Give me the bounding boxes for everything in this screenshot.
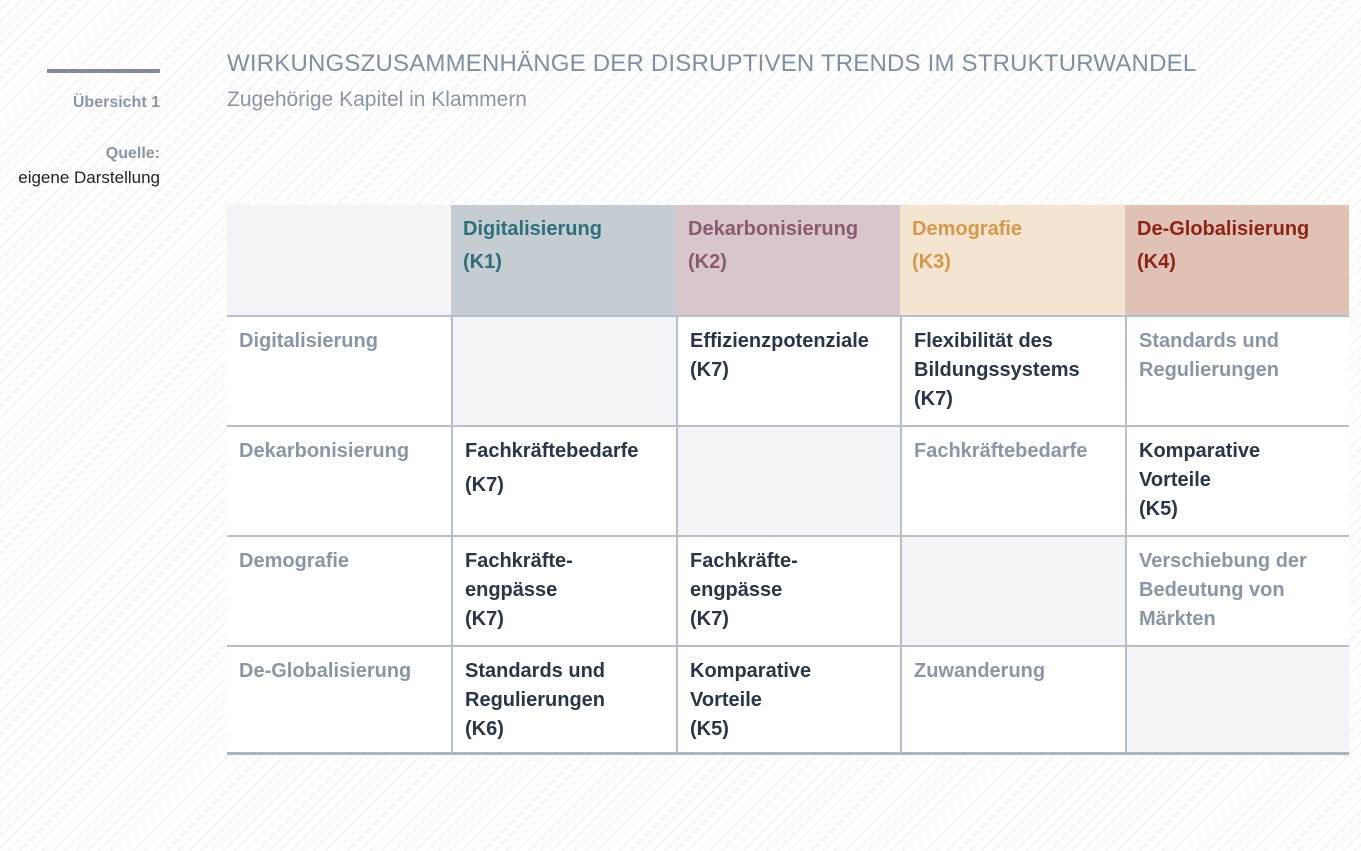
- cell-text: engpässe: [465, 579, 558, 601]
- cell-text: Fachkräftebedarfe: [465, 440, 639, 462]
- column-header-code: (K2): [688, 251, 727, 273]
- matrix-cell: Fachkräftebedarfe (K7): [451, 425, 676, 535]
- cell-text: Verschiebung der: [1139, 550, 1307, 572]
- matrix-cell: Komparative Vorteile (K5): [1125, 425, 1349, 535]
- column-header-label: De-Globalisierung: [1137, 218, 1310, 240]
- source-label: Quelle:: [105, 145, 160, 162]
- source-value: eigene Darstellung: [18, 168, 160, 187]
- cell-text: (K5): [690, 718, 729, 740]
- row-header-digitalisierung: Digitalisierung: [227, 315, 451, 425]
- cell-text: (K7): [690, 608, 729, 630]
- cell-text: Fachkräfte-: [690, 550, 798, 572]
- row-header-demografie: Demografie: [227, 535, 451, 645]
- cell-text: Fachkräfte-: [465, 550, 573, 572]
- overview-label: Übersicht 1: [72, 94, 160, 111]
- cell-text: Zuwanderung: [914, 660, 1046, 682]
- column-header-demografie: Demografie (K3): [900, 205, 1125, 315]
- column-header-code: (K4): [1137, 251, 1176, 273]
- matrix-cell-empty: [676, 425, 900, 535]
- trend-matrix: Digitalisierung (K1) Dekarbonisierung (K…: [227, 205, 1349, 755]
- cell-text: engpässe: [690, 579, 783, 601]
- cell-text: (K5): [1139, 498, 1178, 520]
- column-header-de-globalisierung: De-Globalisierung (K4): [1125, 205, 1349, 315]
- matrix-cell: Fachkräfte- engpässe (K7): [676, 535, 900, 645]
- cell-text: Bildungssystems: [914, 359, 1080, 381]
- matrix-corner: [227, 205, 451, 315]
- cell-text: Vorteile: [690, 689, 762, 711]
- matrix-cell: Effizienzpotenziale (K7): [676, 315, 900, 425]
- cell-text: Vorteile: [1139, 469, 1211, 491]
- column-header-label: Dekarbonisierung: [688, 218, 859, 240]
- matrix-cell-empty: [451, 315, 676, 425]
- column-header-label: Digitalisierung: [463, 218, 602, 240]
- column-header-code: (K1): [463, 251, 502, 273]
- cell-text: Komparative: [1139, 440, 1261, 462]
- column-header-code: (K3): [912, 251, 951, 273]
- matrix-cell: Zuwanderung: [900, 645, 1125, 755]
- page-title: WIRKUNGSZUSAMMENHÄNGE DER DISRUPTIVEN TR…: [227, 50, 1197, 77]
- matrix-cell-empty: [900, 535, 1125, 645]
- matrix-cell: Fachkräfte- engpässe (K7): [451, 535, 676, 645]
- cell-text: (K7): [914, 388, 953, 410]
- row-header-dekarbonisierung: Dekarbonisierung: [227, 425, 451, 535]
- matrix-cell: Standards und Regulierungen: [1125, 315, 1349, 425]
- cell-text: Komparative: [690, 660, 812, 682]
- row-header-label: Dekarbonisierung: [239, 440, 410, 462]
- row-header-de-globalisierung: De-Globalisierung: [227, 645, 451, 755]
- column-header-dekarbonisierung: Dekarbonisierung (K2): [676, 205, 900, 315]
- cell-text: Effizienzpotenziale: [690, 330, 869, 352]
- cell-text: Märkten: [1139, 608, 1216, 630]
- page-subtitle: Zugehörige Kapitel in Klammern: [227, 88, 527, 111]
- matrix-cell: Standards und Regulierungen (K6): [451, 645, 676, 755]
- cell-text: (K7): [690, 359, 729, 381]
- matrix-cell-empty: [1125, 645, 1349, 755]
- cell-text: Standards und: [465, 660, 606, 682]
- matrix-cell: Verschiebung der Bedeutung von Märkten: [1125, 535, 1349, 645]
- column-header-label: Demografie: [912, 218, 1023, 240]
- cell-text: Regulierungen: [465, 689, 606, 711]
- row-header-label: Demografie: [239, 550, 350, 572]
- sidebar-divider: [47, 69, 160, 73]
- cell-text: (K7): [465, 608, 504, 630]
- column-header-digitalisierung: Digitalisierung (K1): [451, 205, 676, 315]
- matrix-cell: Komparative Vorteile (K5): [676, 645, 900, 755]
- cell-text: Regulierungen: [1139, 359, 1280, 381]
- cell-text: Bedeutung von: [1139, 579, 1285, 601]
- row-header-label: Digitalisierung: [239, 330, 378, 352]
- cell-text: Fachkräftebedarfe: [914, 440, 1088, 462]
- matrix-cell: Fachkräftebedarfe: [900, 425, 1125, 535]
- cell-text: Flexibilität des: [914, 330, 1053, 352]
- cell-text: (K6): [465, 718, 504, 740]
- cell-text: Standards und: [1139, 330, 1280, 352]
- matrix-cell: Flexibilität des Bildungssystems (K7): [900, 315, 1125, 425]
- cell-text: (K7): [465, 474, 504, 496]
- row-header-label: De-Globalisierung: [239, 660, 412, 682]
